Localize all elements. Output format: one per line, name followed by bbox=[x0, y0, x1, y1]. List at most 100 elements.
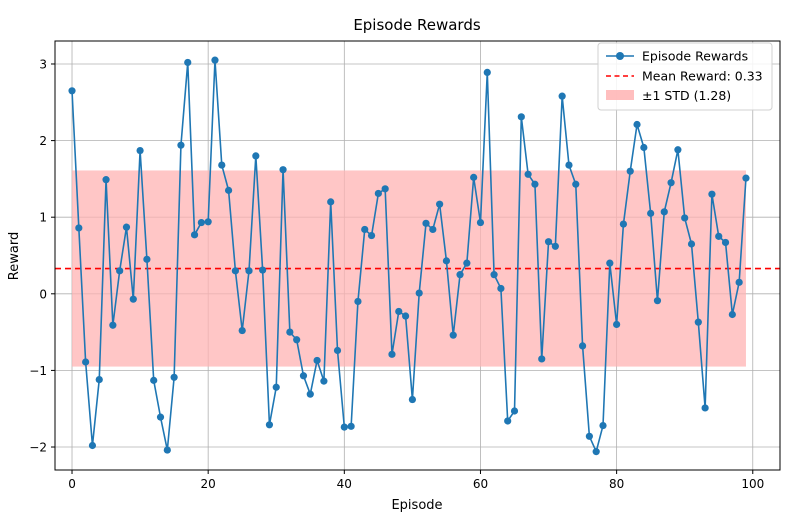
data-point-56 bbox=[449, 331, 457, 339]
data-point-35 bbox=[306, 390, 314, 398]
data-point-84 bbox=[640, 143, 648, 152]
data-point-48 bbox=[395, 307, 403, 316]
plot-border bbox=[54, 40, 781, 471]
data-point-42 bbox=[354, 297, 362, 306]
data-point-57 bbox=[456, 271, 464, 279]
data-point-29 bbox=[265, 421, 274, 429]
data-point-9 bbox=[129, 295, 137, 303]
data-point-12 bbox=[150, 376, 158, 384]
data-point-6 bbox=[109, 321, 117, 329]
data-point-7 bbox=[116, 267, 124, 275]
x-tick-label-0: 0 bbox=[68, 477, 76, 491]
data-point-82 bbox=[626, 167, 634, 175]
legend-mean-label: Mean Reward: 0.33 bbox=[642, 69, 763, 84]
data-point-72 bbox=[558, 92, 566, 100]
y-tick-label-1: 1 bbox=[39, 211, 47, 225]
legend-box bbox=[597, 42, 773, 111]
data-point-39 bbox=[333, 346, 342, 355]
legend-std-label: ±1 STD (1.28) bbox=[642, 88, 731, 103]
x-axis-label: Episode bbox=[391, 498, 442, 513]
data-point-25 bbox=[238, 326, 246, 335]
data-point-2 bbox=[82, 358, 90, 366]
data-point-27 bbox=[252, 152, 260, 160]
data-point-45 bbox=[374, 189, 382, 198]
data-point-49 bbox=[401, 312, 410, 320]
data-point-96 bbox=[721, 238, 730, 247]
data-point-44 bbox=[367, 231, 376, 240]
data-point-38 bbox=[327, 198, 335, 206]
data-point-91 bbox=[687, 240, 696, 248]
x-tick-label-20: 20 bbox=[201, 477, 216, 491]
data-point-64 bbox=[504, 417, 512, 425]
data-point-88 bbox=[667, 179, 675, 187]
data-point-5 bbox=[102, 176, 110, 184]
data-point-15 bbox=[170, 373, 178, 381]
data-point-77 bbox=[592, 448, 600, 456]
data-point-61 bbox=[483, 68, 491, 77]
y-tick-label-0: 0 bbox=[39, 287, 47, 301]
episode-rewards-series bbox=[68, 56, 750, 456]
data-point-98 bbox=[735, 278, 743, 286]
y-tick-label-2: 2 bbox=[39, 134, 47, 148]
data-point-71 bbox=[551, 242, 559, 250]
data-point-19 bbox=[197, 218, 205, 227]
x-tick-label-40: 40 bbox=[337, 477, 352, 491]
data-point-78 bbox=[599, 421, 607, 430]
data-point-41 bbox=[347, 422, 355, 430]
data-point-55 bbox=[442, 257, 451, 265]
data-point-54 bbox=[436, 200, 444, 208]
data-point-69 bbox=[538, 355, 546, 363]
data-point-85 bbox=[647, 209, 655, 217]
data-point-58 bbox=[463, 259, 471, 267]
data-point-74 bbox=[572, 180, 580, 188]
data-point-81 bbox=[619, 220, 628, 228]
legend: Episode Rewards Mean Reward: 0.33 ±1 STD… bbox=[597, 42, 773, 111]
chart-title: Episode Rewards bbox=[353, 16, 481, 34]
legend-std-swatch bbox=[606, 90, 634, 100]
data-point-28 bbox=[259, 266, 267, 274]
data-point-99 bbox=[742, 174, 750, 182]
data-point-93 bbox=[701, 404, 709, 412]
y-tick-label-3: 3 bbox=[39, 57, 47, 71]
data-point-94 bbox=[708, 190, 716, 198]
data-point-73 bbox=[565, 161, 573, 169]
data-point-10 bbox=[136, 146, 144, 155]
data-point-97 bbox=[728, 310, 736, 319]
data-point-23 bbox=[224, 186, 233, 194]
y-tick-label--1: −1 bbox=[29, 364, 47, 378]
y-tick-label--2: −2 bbox=[29, 441, 47, 455]
data-point-67 bbox=[524, 170, 532, 178]
data-point-34 bbox=[299, 372, 308, 380]
data-point-20 bbox=[204, 218, 212, 226]
data-point-65 bbox=[510, 407, 519, 415]
x-tick-label-100: 100 bbox=[741, 477, 764, 491]
data-point-32 bbox=[286, 328, 294, 336]
data-point-33 bbox=[293, 336, 301, 344]
data-point-86 bbox=[653, 297, 662, 305]
data-point-36 bbox=[313, 356, 321, 365]
legend-series-marker bbox=[616, 52, 624, 60]
data-point-30 bbox=[272, 383, 280, 391]
data-point-43 bbox=[361, 225, 369, 234]
data-point-21 bbox=[211, 56, 219, 64]
data-point-53 bbox=[429, 225, 437, 234]
data-point-75 bbox=[578, 342, 587, 350]
data-point-79 bbox=[606, 259, 614, 267]
data-point-4 bbox=[95, 376, 103, 384]
data-point-80 bbox=[613, 320, 621, 329]
data-point-31 bbox=[279, 166, 287, 174]
data-point-83 bbox=[633, 120, 641, 129]
data-point-62 bbox=[490, 271, 498, 279]
data-point-14 bbox=[163, 446, 171, 454]
data-point-18 bbox=[190, 231, 199, 239]
data-point-24 bbox=[231, 267, 239, 275]
y-axis-label: Reward bbox=[7, 232, 22, 280]
data-point-90 bbox=[681, 214, 689, 222]
data-point-47 bbox=[388, 350, 396, 358]
data-point-60 bbox=[476, 218, 485, 227]
data-point-3 bbox=[88, 441, 97, 450]
data-point-51 bbox=[415, 289, 423, 297]
data-point-50 bbox=[408, 395, 416, 404]
data-point-92 bbox=[694, 318, 702, 326]
x-tick-label-80: 80 bbox=[609, 477, 624, 491]
